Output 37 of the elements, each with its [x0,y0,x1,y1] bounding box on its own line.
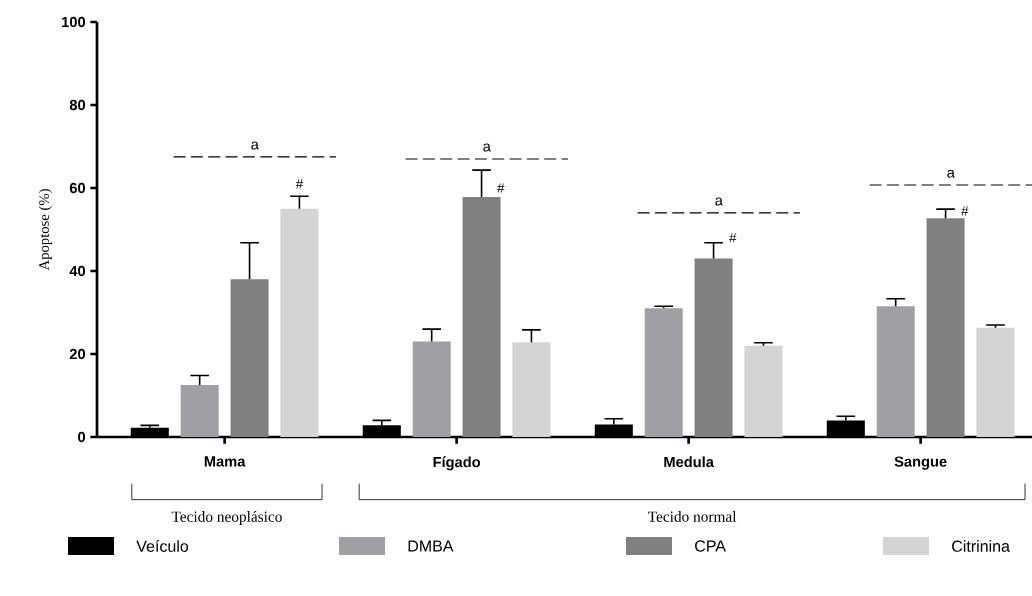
bar [280,208,319,437]
y-tick-label: 20 [69,348,86,360]
annotation: a [947,169,955,178]
bar [512,342,551,437]
legend-label: Citrinina [952,540,1010,552]
bar [694,258,733,437]
x-tick-label: Mama [204,456,246,467]
legend-label: Veículo [136,540,189,552]
annotation: a [715,197,723,206]
x-tick-label: Sangue [894,456,947,470]
y-tick-label: 60 [69,182,86,194]
annotation: # [497,183,505,193]
bar [926,218,965,437]
bar [876,306,915,437]
bar [230,279,269,437]
bar [180,385,219,437]
y-tick-label: 0 [78,431,86,443]
annotation: a [251,141,259,150]
text: Tecido normal [648,511,737,522]
bar [644,308,683,437]
annotation: # [961,206,969,216]
x-tick-label: Fígado [433,456,481,471]
bar [462,197,501,437]
annotation: a [483,143,491,152]
legend-label: CPA [695,540,726,552]
text: Tecido neoplásico [171,511,282,525]
x-tick-label: Medula [664,456,714,468]
y-axis-title: Apoptose (%) [38,189,52,271]
legend-label: DMBA [408,540,454,552]
bar [412,341,451,437]
bar [976,327,1015,437]
bar [744,345,783,437]
annotation: # [295,179,304,189]
y-tick-label: 40 [69,265,86,277]
y-tick-label: 100 [62,16,86,28]
annotation: # [729,233,737,243]
y-tick-label: 80 [69,99,86,111]
